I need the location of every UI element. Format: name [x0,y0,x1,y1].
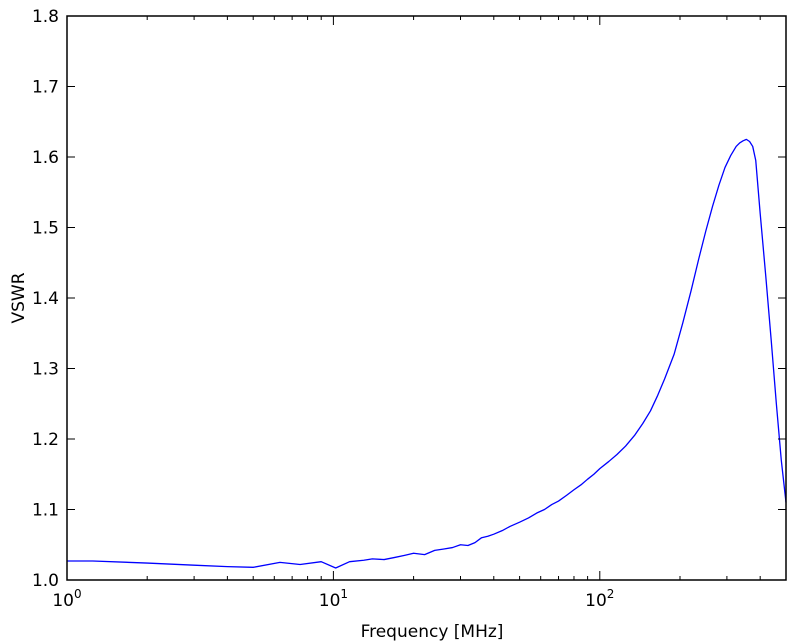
x-tick-label-2: 102 [585,587,614,611]
data-layer [67,138,787,569]
y-tick-label-3: 1.3 [32,360,59,380]
x-tick-label-1: 101 [319,587,348,611]
plot-area [67,16,786,580]
y-tick-label-5: 1.5 [32,219,59,239]
tick-layer: 1.0 1.1 1.2 1.3 1.4 1.5 1.6 1.7 1.8 100 101 102 [32,7,787,611]
series-line-0 [67,138,787,569]
y-tick-label-1: 1.1 [32,501,59,521]
y-tick-label-2: 1.2 [32,430,59,450]
x-tick-label-0: 100 [52,587,81,611]
y-tick-label-8: 1.8 [32,7,59,27]
y-tick-label-0: 1.0 [32,571,59,591]
y-axis-label: VSWR [9,272,29,323]
plot-frame [66,15,787,581]
x-axis-label: Frequency [MHz] [361,622,504,641]
y-tick-label-4: 1.4 [32,289,59,309]
y-tick-label-7: 1.7 [32,78,59,98]
y-tick-label-6: 1.6 [32,148,59,168]
